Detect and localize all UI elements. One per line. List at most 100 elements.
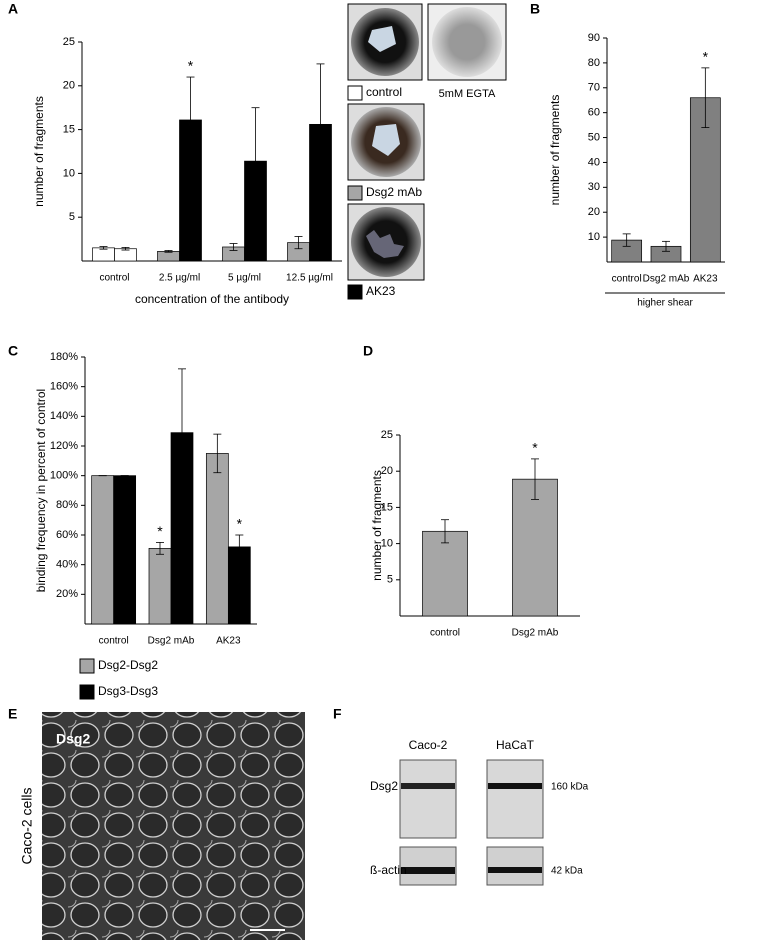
blot-panel: [399, 759, 457, 839]
blot-panel: [486, 759, 544, 839]
error-bar: [178, 368, 186, 497]
y-tick-label: 60%: [56, 529, 78, 541]
panel-label: B: [530, 1, 540, 17]
panel-label: E: [8, 706, 17, 722]
bar: [157, 251, 180, 262]
error-bar: [235, 534, 244, 560]
error-bar: [662, 240, 670, 252]
dish-photos: [347, 3, 507, 281]
bar: [114, 248, 137, 262]
x-tick-label: 2.5 µg/ml: [159, 273, 200, 284]
x-tick-label: AK23: [216, 636, 241, 647]
x-tick-label: Dsg2 mAb: [148, 636, 195, 647]
bar: [92, 247, 115, 262]
micrograph: [42, 712, 305, 940]
y-tick-label: 20: [381, 465, 393, 477]
y-tick-label: 5: [387, 574, 393, 586]
y-tick-label: 120%: [50, 440, 78, 452]
error-bar: [316, 63, 325, 186]
y-axis-label: number of fragments: [548, 95, 562, 206]
y-tick-label: 160%: [50, 381, 78, 393]
error-bar: [186, 76, 195, 164]
x-tick-label: Dsg2 mAb: [512, 628, 559, 639]
error-bar: [251, 107, 260, 215]
photo-caption: 5mM EGTA: [439, 88, 496, 100]
error-bar: [121, 247, 130, 251]
y-tick-label: 40: [588, 156, 600, 168]
legend-swatch: [79, 658, 95, 674]
legend-label: Dsg3-Dsg3: [98, 684, 158, 698]
panel-label: F: [333, 706, 342, 722]
x-tick-label: AK23: [693, 274, 718, 285]
significance-mark: *: [237, 516, 243, 532]
legend-label: Dsg2 mAb: [366, 185, 422, 199]
legend-label: Dsg2-Dsg2: [98, 658, 158, 672]
micrograph-label: Dsg2: [56, 731, 90, 747]
y-axis-label: number of fragments: [32, 96, 46, 207]
y-tick-label: 180%: [50, 351, 78, 363]
y-tick-label: 90: [588, 32, 600, 44]
band: [401, 867, 455, 874]
legend-swatch: [347, 284, 363, 300]
y-tick-label: 15: [63, 124, 75, 136]
blot-row-label: ß-actin: [370, 863, 407, 877]
y-tick-label: 80%: [56, 499, 78, 511]
x-tick-label: control: [99, 273, 129, 284]
y-tick-label: 10: [588, 231, 600, 243]
bar: [205, 453, 229, 625]
legend-swatch: [347, 85, 363, 101]
y-tick-label: 20: [63, 80, 75, 92]
y-axis-label: number of fragments: [370, 470, 384, 581]
significance-mark: *: [188, 58, 194, 74]
band: [401, 783, 455, 789]
y-tick-label: 20%: [56, 588, 78, 600]
x-tick-label: 12.5 µg/ml: [286, 273, 333, 284]
x-tick-label: control: [612, 274, 642, 285]
significance-mark: *: [157, 523, 163, 539]
blot-column: HaCaT: [496, 738, 535, 752]
y-tick-label: 140%: [50, 410, 78, 422]
error-bar: [99, 246, 108, 250]
x-tick-label: control: [99, 636, 129, 647]
y-tick-label: 15: [381, 501, 393, 513]
band: [488, 783, 542, 789]
error-bar: [229, 243, 238, 251]
y-tick-label: 20: [588, 206, 600, 218]
legend-swatch: [347, 185, 363, 201]
error-bar: [213, 433, 222, 474]
panel-label: C: [8, 343, 18, 359]
y-tick-label: 80: [588, 57, 600, 69]
group-label: higher shear: [637, 298, 693, 309]
blot-panel: [399, 846, 457, 886]
monolayer: [368, 26, 396, 52]
x-tick-label: Dsg2 mAb: [643, 274, 690, 285]
y-tick-label: 10: [63, 167, 75, 179]
y-tick-label: 70: [588, 82, 600, 94]
error-bar: [294, 236, 303, 250]
legend-swatch: [79, 684, 95, 700]
y-tick-label: 40%: [56, 559, 78, 571]
band: [488, 867, 542, 873]
blot-row-label: Dsg2: [370, 779, 398, 793]
micrograph-side-label: Caco-2 cells: [19, 787, 35, 864]
y-tick-label: 5: [69, 211, 75, 223]
blot-size: 42 kDa: [551, 866, 583, 877]
bar: [148, 547, 172, 625]
x-axis-label: concentration of the antibody: [135, 292, 289, 306]
y-tick-label: 30: [588, 181, 600, 193]
blot: [399, 759, 544, 886]
bar: [422, 530, 468, 617]
error-bar: [701, 67, 710, 128]
panel-label: A: [8, 1, 18, 17]
y-tick-label: 25: [63, 36, 75, 48]
error-bar: [156, 542, 164, 555]
fragments: [366, 230, 404, 258]
y-tick-label: 60: [588, 107, 600, 119]
dish: [432, 7, 502, 77]
monolayer: [372, 124, 400, 156]
y-tick-label: 10: [381, 538, 393, 550]
legend-label: control: [366, 85, 402, 99]
y-axis-label: binding frequency in percent of control: [34, 389, 48, 592]
x-tick-label: 5 µg/ml: [228, 273, 261, 284]
